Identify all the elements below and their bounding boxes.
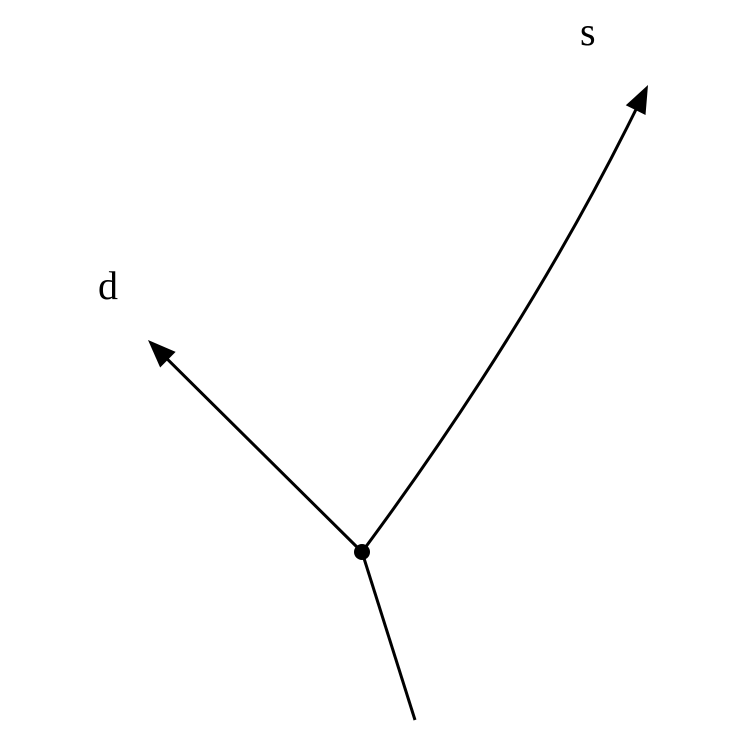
s-arrowhead [626,85,648,115]
origin-point [354,544,370,560]
tail-segment [362,552,415,720]
s-curve [362,108,637,552]
label-d: d [98,262,118,309]
d-line [166,358,362,552]
label-s: s [580,8,596,55]
vector-diagram [0,0,745,750]
